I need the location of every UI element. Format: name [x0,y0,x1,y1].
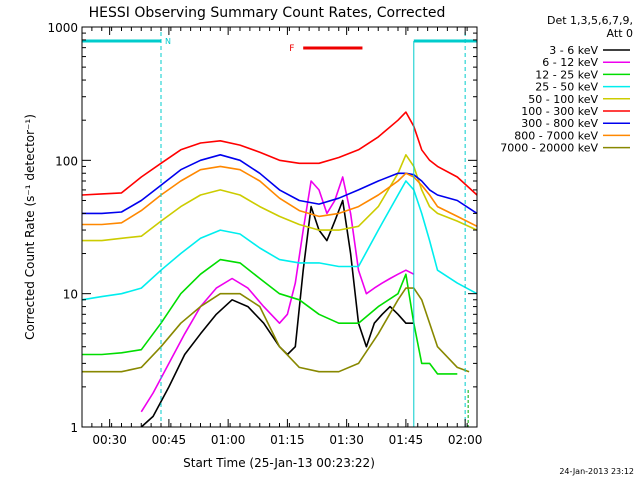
x-tick-label: 01:15 [270,433,305,447]
y-tick-label: 1000 [47,21,78,35]
legend-label: 12 - 25 keV [535,68,598,81]
annotation-layer: NF [82,32,477,427]
y-tick-label: 1 [70,421,78,435]
legend-label: 6 - 12 keV [542,56,598,69]
axes-layer: 00:30 00:45 01:00 01:15 01:30 01:45 02:00 1 10 10… [47,21,482,447]
night-marker-label: N [165,37,171,46]
legend-label: 25 - 50 keV [535,81,598,94]
x-tick-label: 02:00 [448,433,483,447]
generation-timestamp: 24-Jan-2013 23:12 [559,467,634,476]
legend-label: 300 - 800 keV [521,117,598,130]
series-line-5 [82,154,478,242]
flare-marker-label: F [289,44,294,54]
legend-label: 800 - 7000 keV [514,129,598,142]
series-line-9 [82,287,470,373]
x-tick-label: 01:00 [211,433,246,447]
x-axis-label: Start Time (25-Jan-13 00:23:22) [183,456,375,470]
y-tick-label: 100 [55,154,78,168]
series-line-3 [82,258,458,375]
chart-title: HESSI Observing Summary Count Rates, Cor… [89,5,446,21]
series-line-7 [82,154,478,215]
y-axis-label: Corrected Count Rate (s⁻¹ detector⁻¹) [23,114,37,340]
series-line-2 [140,176,415,413]
legend-header-line-2: Att 0 [607,27,633,40]
x-tick-label: 01:30 [329,433,364,447]
x-tick-label: 00:45 [152,433,187,447]
series-layer [81,111,478,428]
legend-label: 50 - 100 keV [528,93,598,106]
legend-header-line-1: Det 1,3,5,6,7,9, [547,14,633,27]
series-line-4 [81,180,478,301]
series-line-8 [82,165,478,228]
x-tick-label: 00:30 [92,433,127,447]
legend-label: 3 - 6 keV [549,44,598,57]
series-line-1 [140,199,414,428]
x-tick-label: 01:45 [389,433,424,447]
y-tick-label: 10 [63,288,78,302]
legend-label: 7000 - 20000 keV [500,142,598,155]
legend-label: 100 - 300 keV [521,105,598,118]
series-line-6 [81,111,478,196]
